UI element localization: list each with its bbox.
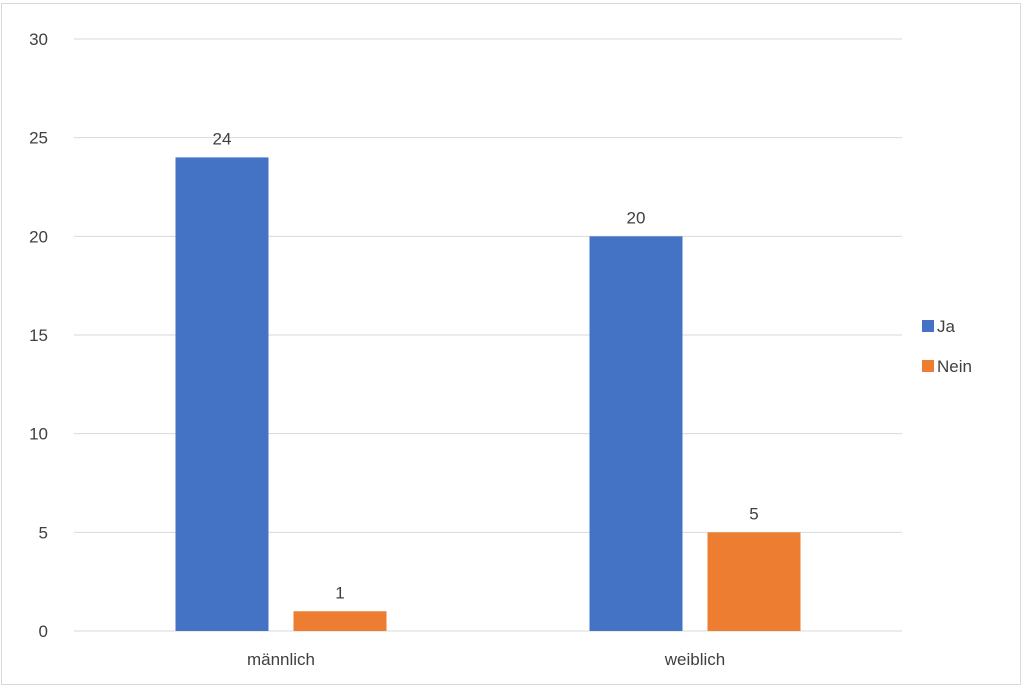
y-tick-label: 0	[39, 622, 48, 641]
y-tick-label: 15	[29, 326, 48, 345]
y-tick-label: 30	[29, 30, 48, 49]
y-tick-label: 10	[29, 425, 48, 444]
data-label: 24	[213, 129, 232, 148]
bars	[175, 157, 801, 632]
legend-swatch-ja	[922, 320, 934, 332]
legend: Ja Nein	[922, 317, 972, 376]
x-axis-categories: männlich weiblich	[247, 650, 725, 669]
bar-ja-1	[589, 236, 683, 632]
y-axis-ticks: 0 5 10 15 20 25 30	[29, 30, 48, 641]
x-category-label: weiblich	[664, 650, 725, 669]
legend-swatch-nein	[922, 360, 934, 372]
x-category-label: männlich	[247, 650, 315, 669]
chart-frame: 0 5 10 15 20 25 30 24 1 20 5 männlich weiblich Ja N…	[1, 3, 1021, 685]
y-tick-label: 20	[29, 227, 48, 246]
bar-nein-0	[293, 611, 387, 631]
legend-label-ja: Ja	[937, 317, 956, 336]
y-tick-label: 25	[29, 129, 48, 148]
y-tick-label: 5	[39, 523, 48, 542]
bar-chart: 0 5 10 15 20 25 30 24 1 20 5 männlich weiblich Ja N…	[29, 30, 972, 669]
data-label: 20	[627, 208, 646, 227]
legend-label-nein: Nein	[937, 357, 972, 376]
data-label: 1	[335, 583, 344, 602]
data-label: 5	[749, 504, 758, 523]
bar-ja-0	[175, 157, 269, 631]
data-labels: 24 1 20 5	[213, 129, 759, 602]
bar-nein-1	[707, 532, 801, 631]
